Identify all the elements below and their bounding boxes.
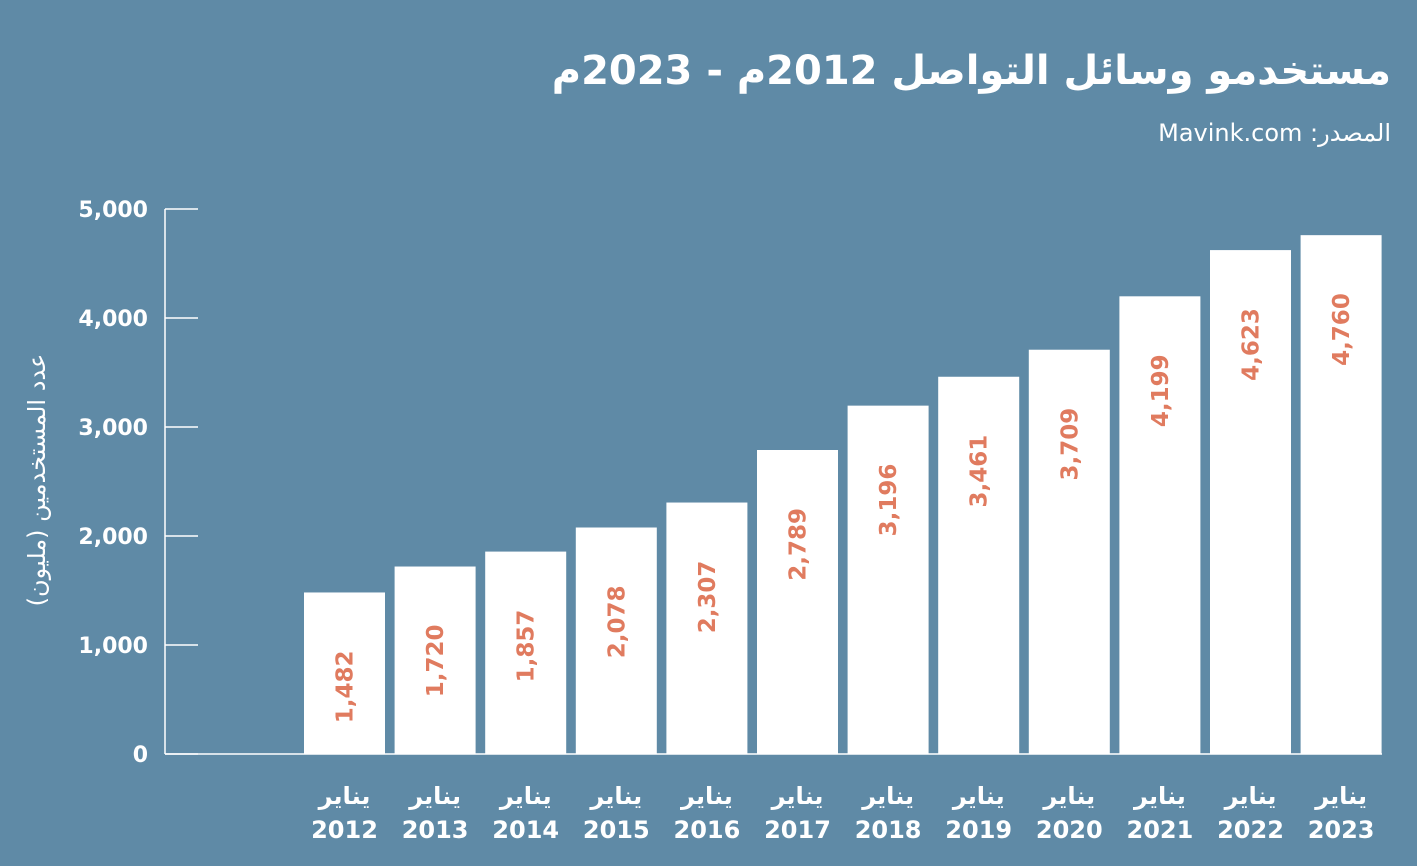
x-label-year: 2019	[945, 816, 1012, 844]
bar	[304, 592, 385, 754]
x-label-year: 2023	[1308, 816, 1375, 844]
x-label-month: يناير	[680, 782, 733, 810]
y-tick-label: 5,000	[78, 198, 148, 223]
bar	[1028, 349, 1110, 754]
x-label-year: 2015	[583, 816, 650, 844]
x-axis-labels: يناير 2012 يناير 2013 يناير 2014 يناير 2015 يناي…	[311, 782, 1374, 844]
x-label-month: يناير	[318, 782, 371, 810]
bar-value-label: 2,078	[604, 585, 630, 658]
y-tick-label: 4,000	[78, 307, 148, 332]
bar	[1300, 235, 1382, 754]
bar	[757, 449, 838, 754]
bars	[304, 235, 1382, 754]
bar-value-label: 3,709	[1057, 408, 1083, 481]
bar-value-label: 3,461	[967, 435, 993, 508]
bar	[394, 566, 476, 754]
x-label-month: يناير	[1133, 782, 1186, 810]
x-label-year: 2020	[1036, 816, 1103, 844]
x-label-year: 2018	[855, 816, 922, 844]
x-label-year: 2022	[1217, 816, 1284, 844]
x-label-month: يناير	[499, 782, 552, 810]
x-label-month: يناير	[861, 782, 914, 810]
bar-value-label: 4,760	[1329, 293, 1355, 366]
bar	[847, 405, 929, 754]
bar-value-label: 2,789	[786, 508, 812, 581]
y-axis-title: عدد المستخدمين (مليون)	[23, 354, 51, 607]
bar-value-label: 3,196	[876, 464, 902, 537]
y-tick-label: 0	[133, 743, 148, 768]
chart-title: مستخدمو وسائل التواصل 2012م - 2023م	[551, 48, 1391, 94]
x-label-year: 2013	[402, 816, 469, 844]
x-label-month: يناير	[771, 782, 824, 810]
x-label-month: يناير	[408, 782, 461, 810]
bar-value-label: 1,720	[423, 625, 449, 698]
x-label-year: 2014	[492, 816, 559, 844]
bar	[666, 502, 748, 754]
x-label-month: يناير	[1224, 782, 1277, 810]
bar	[1210, 250, 1291, 754]
x-label-month: يناير	[1314, 782, 1367, 810]
x-label-year: 2016	[674, 816, 741, 844]
bar	[938, 376, 1020, 754]
y-tick-label: 3,000	[78, 416, 148, 441]
x-label-year: 2012	[311, 816, 378, 844]
x-label-month: يناير	[1042, 782, 1095, 810]
bar-value-label: 1,482	[333, 650, 359, 723]
y-tick-label: 1,000	[78, 634, 148, 659]
bar-value-label: 1,857	[514, 610, 540, 683]
bar	[575, 527, 657, 754]
x-label-year: 2017	[764, 816, 831, 844]
x-label-month: يناير	[952, 782, 1005, 810]
bar-value-label: 4,623	[1239, 308, 1265, 381]
value-labels: 1,482 1,720 1,857 2,078 2,307 2,789 3,196 3,461…	[333, 293, 1356, 723]
chart-source: المصدر: Mavink.com	[1158, 119, 1391, 147]
bar	[1119, 296, 1201, 754]
bar-value-label: 2,307	[695, 561, 721, 634]
y-tick-label: 2,000	[78, 525, 148, 550]
x-label-month: يناير	[589, 782, 642, 810]
bar	[485, 551, 567, 754]
x-label-year: 2021	[1127, 816, 1194, 844]
bar-value-label: 4,199	[1148, 354, 1174, 427]
